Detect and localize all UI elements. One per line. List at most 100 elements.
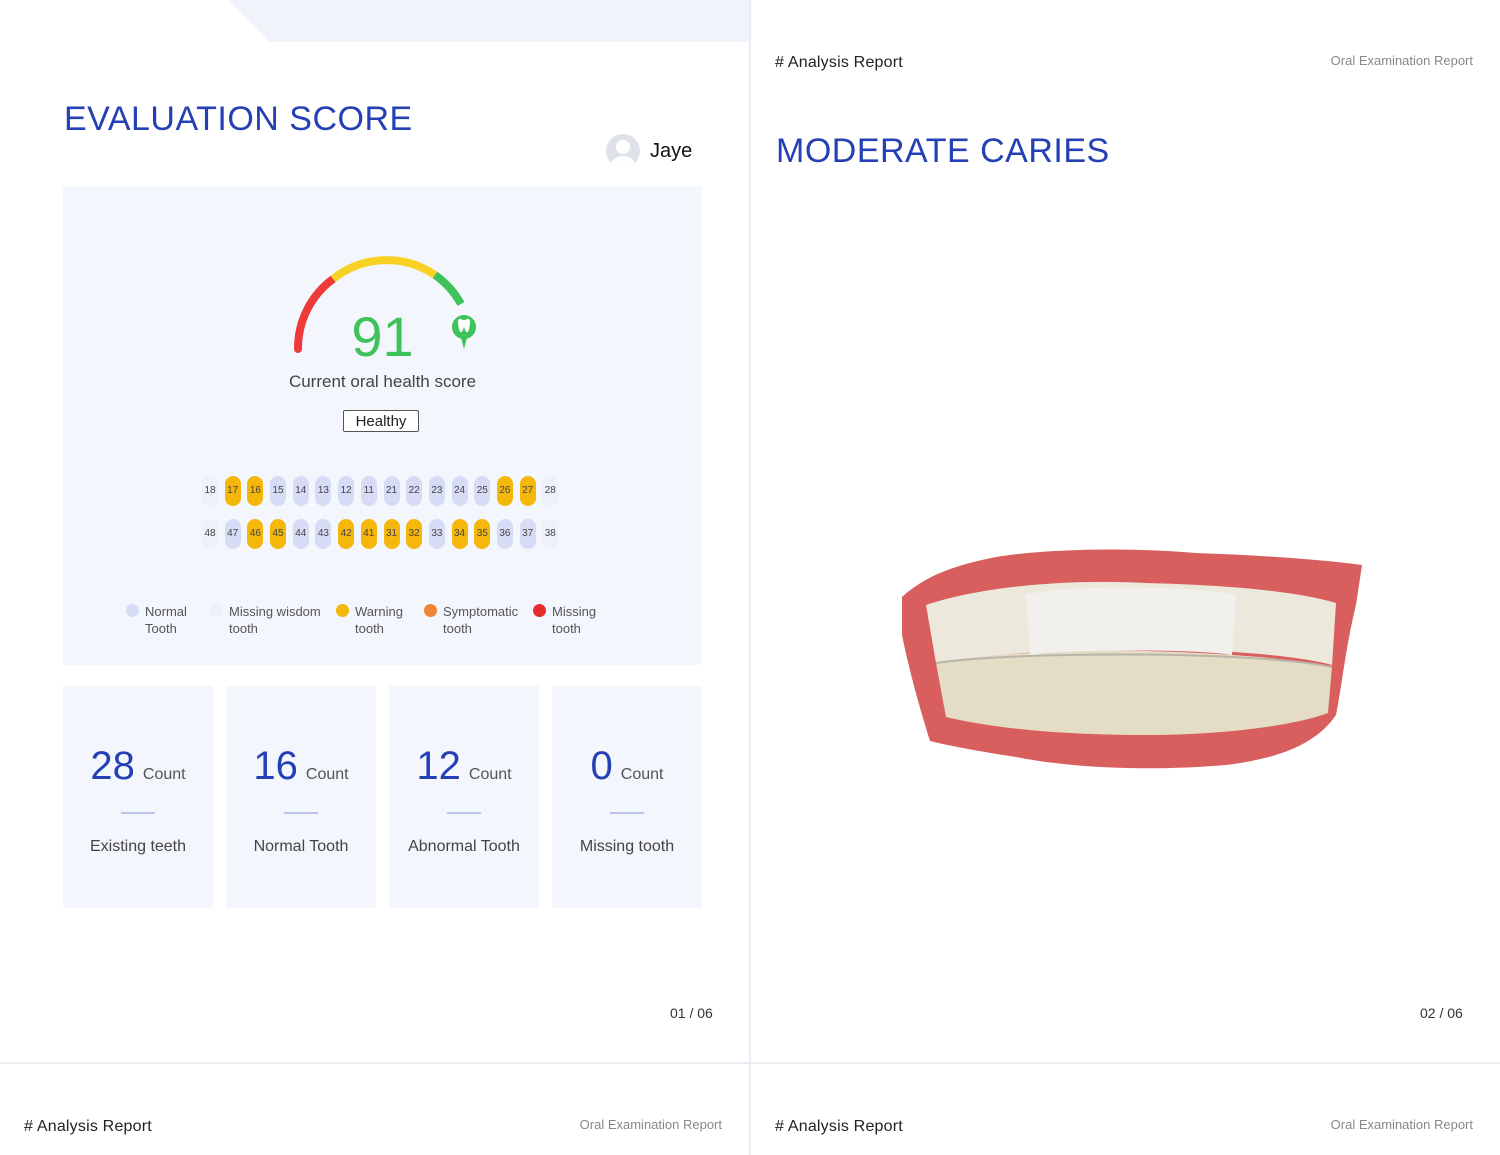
tooth-legend: Normal Tooth Missing wisdom tooth Warning too…	[126, 603, 686, 643]
legend-label-line1: Warning	[355, 604, 403, 619]
tooth-31[interactable]: 31	[383, 519, 400, 549]
stat-label: Abnormal Tooth	[408, 838, 520, 855]
stat-value: 12	[416, 744, 461, 788]
tooth-47[interactable]: 47	[224, 519, 241, 549]
stat-value: 16	[253, 744, 298, 788]
legend-dot	[533, 604, 546, 617]
stat-value-group: 12 Count	[389, 744, 539, 789]
tooth-14[interactable]: 14	[292, 476, 309, 506]
legend-label: Symptomatic tooth	[443, 603, 543, 637]
legend-dot	[126, 604, 139, 617]
tooth-17[interactable]: 17	[224, 476, 241, 506]
legend-item: Normal Tooth	[126, 603, 245, 637]
tooth-23[interactable]: 23	[428, 476, 445, 506]
tooth-24[interactable]: 24	[451, 476, 468, 506]
legend-label-line2: Tooth	[145, 621, 177, 636]
tooth-48[interactable]: 48	[202, 519, 218, 549]
legend-label-line1: Normal	[145, 604, 187, 619]
report-page-4: # Analysis Report Oral Examination Repor…	[751, 1064, 1500, 1155]
stat-divider	[121, 812, 155, 814]
score-gauge	[293, 256, 476, 353]
tooth-12[interactable]: 12	[338, 476, 355, 506]
tooth-41[interactable]: 41	[360, 519, 377, 549]
tooth-44[interactable]: 44	[292, 519, 309, 549]
stat-label: Existing teeth	[89, 838, 187, 855]
page-title: EVALUATION SCORE	[64, 100, 413, 138]
stat-unit: Count	[620, 766, 664, 783]
tooth-16[interactable]: 16	[247, 476, 264, 506]
legend-dot	[336, 604, 349, 617]
user-name: Jaye	[650, 139, 693, 162]
tooth-25[interactable]: 25	[474, 476, 491, 506]
tooth-43[interactable]: 43	[315, 519, 332, 549]
legend-label: Normal Tooth	[145, 603, 245, 637]
tooth-21[interactable]: 21	[383, 476, 400, 506]
header-report-name: Oral Examination Report	[1330, 53, 1473, 68]
stat-card[interactable]: 0 Count Missing tooth	[552, 686, 702, 908]
stat-card[interactable]: 12 Count Abnormal Tooth	[389, 686, 539, 908]
tooth-26[interactable]: 26	[496, 476, 513, 506]
stat-value-group: 28 Count	[63, 744, 213, 789]
tooth-27[interactable]: 27	[519, 476, 536, 506]
stat-value-group: 16 Count	[226, 744, 376, 789]
tooth-36[interactable]: 36	[496, 519, 513, 549]
legend-item: Warning tooth	[336, 603, 455, 637]
legend-dot	[210, 604, 223, 617]
tooth-42[interactable]: 42	[338, 519, 355, 549]
tooth-37[interactable]: 37	[519, 519, 536, 549]
lower-teeth-row: 48 47 46 45 44 43 42 41 31 32 33 34 35 36 37 38	[202, 519, 559, 549]
score-panel: 91 Current oral health score Healthy 18 1…	[63, 186, 702, 665]
header-section-title: # Analysis Report	[775, 54, 903, 71]
header-section-title: # Analysis Report	[24, 1118, 152, 1135]
stat-divider	[284, 812, 318, 814]
tooth-15[interactable]: 15	[270, 476, 287, 506]
report-page-2: # Analysis Report Oral Examination Repor…	[751, 0, 1500, 1062]
legend-label-line2: tooth	[229, 621, 258, 636]
header-report-name: Oral Examination Report	[579, 1117, 722, 1132]
header-section-title: # Analysis Report	[775, 1118, 903, 1135]
tooth-33[interactable]: 33	[428, 519, 445, 549]
stat-value-group: 0 Count	[552, 744, 702, 789]
page-number: 02 / 06	[1420, 1005, 1463, 1021]
upper-teeth-row: 18 17 16 15 14 13 12 11 21 22 23 24 25 26 27 28	[202, 476, 559, 506]
tooth-13[interactable]: 13	[315, 476, 332, 506]
page-number: 01 / 06	[670, 1005, 713, 1021]
tooth-46[interactable]: 46	[247, 519, 264, 549]
tooth-11[interactable]: 11	[360, 476, 377, 506]
tooth-32[interactable]: 32	[406, 519, 423, 549]
stat-unit: Count	[468, 766, 512, 783]
stat-label: Missing tooth	[579, 838, 675, 855]
legend-label: Warning tooth	[355, 603, 455, 637]
stat-value: 0	[590, 744, 613, 788]
stat-label: Normal Tooth	[253, 838, 349, 855]
tooth-38[interactable]: 38	[542, 519, 559, 549]
tooth-28[interactable]: 28	[542, 476, 559, 506]
avatar	[606, 134, 640, 168]
legend-dot	[424, 604, 437, 617]
tooth-35[interactable]: 35	[474, 519, 491, 549]
tooth-22[interactable]: 22	[406, 476, 423, 506]
legend-label: Missing tooth	[552, 603, 652, 637]
health-score: 91	[351, 305, 414, 368]
header-decoration	[228, 0, 749, 42]
stat-card[interactable]: 28 Count Existing teeth	[63, 686, 213, 908]
page-title: MODERATE CARIES	[776, 132, 1110, 170]
report-page-3: # Analysis Report Oral Examination Repor…	[0, 1064, 749, 1155]
gauge-red-segment	[293, 275, 337, 353]
user-profile[interactable]: Jaye	[606, 134, 692, 168]
dental-scan-image[interactable]	[896, 545, 1366, 773]
tooth-34[interactable]: 34	[451, 519, 468, 549]
tooth-45[interactable]: 45	[270, 519, 287, 549]
stat-value: 28	[90, 744, 135, 788]
stat-unit: Count	[142, 766, 186, 783]
score-label: Current oral health score	[288, 372, 477, 391]
legend-label-line2: tooth	[552, 621, 581, 636]
stat-unit: Count	[305, 766, 349, 783]
stat-card[interactable]: 16 Count Normal Tooth	[226, 686, 376, 908]
legend-item: Missing wisdom tooth	[210, 603, 329, 637]
tooth-18[interactable]: 18	[202, 476, 218, 506]
legend-label-line1: Missing wisdom	[229, 604, 321, 619]
legend-label-line1: Missing	[552, 604, 597, 619]
header-report-name: Oral Examination Report	[1330, 1117, 1473, 1132]
legend-label-line1: Symptomatic	[443, 604, 519, 619]
